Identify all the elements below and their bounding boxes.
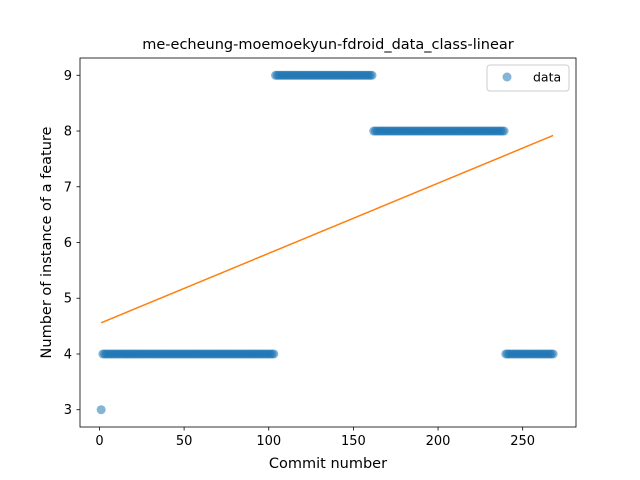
x-tick-label: 200 <box>426 434 451 449</box>
y-axis-label: Number of instance of a feature <box>39 126 55 358</box>
x-tick-label: 150 <box>341 434 366 449</box>
legend-marker <box>502 72 512 82</box>
legend-box <box>486 64 570 92</box>
legend: data <box>486 64 570 92</box>
y-tick-label: 6 <box>64 236 72 251</box>
x-tick-label: 100 <box>256 434 281 449</box>
y-tick-label: 9 <box>64 69 72 84</box>
scatter-point <box>269 349 279 359</box>
y-tick-label: 8 <box>64 125 72 140</box>
fit-line <box>100 134 554 324</box>
fit-line-series <box>100 134 554 324</box>
y-axis: 3 4 5 6 7 8 9 <box>64 69 80 418</box>
legend-label: data <box>533 70 561 85</box>
x-tick-label: 50 <box>176 434 193 449</box>
chart-title: me-echeung-moemoekyun-fdroid_data_class-… <box>142 37 514 53</box>
x-axis-label: Commit number <box>269 456 387 472</box>
x-tick-label: 250 <box>510 434 535 449</box>
scatter-point <box>96 405 106 415</box>
scatter-point <box>548 349 558 359</box>
scatter-point <box>499 126 509 136</box>
scatter-point <box>367 70 377 80</box>
y-tick-label: 4 <box>64 347 72 362</box>
scatter-series <box>96 70 558 415</box>
y-tick-label: 3 <box>64 403 72 418</box>
x-axis: 0 50 100 150 200 250 <box>95 427 535 449</box>
x-tick-label: 0 <box>95 434 103 449</box>
y-tick-label: 5 <box>64 292 72 307</box>
y-tick-label: 7 <box>64 180 72 195</box>
